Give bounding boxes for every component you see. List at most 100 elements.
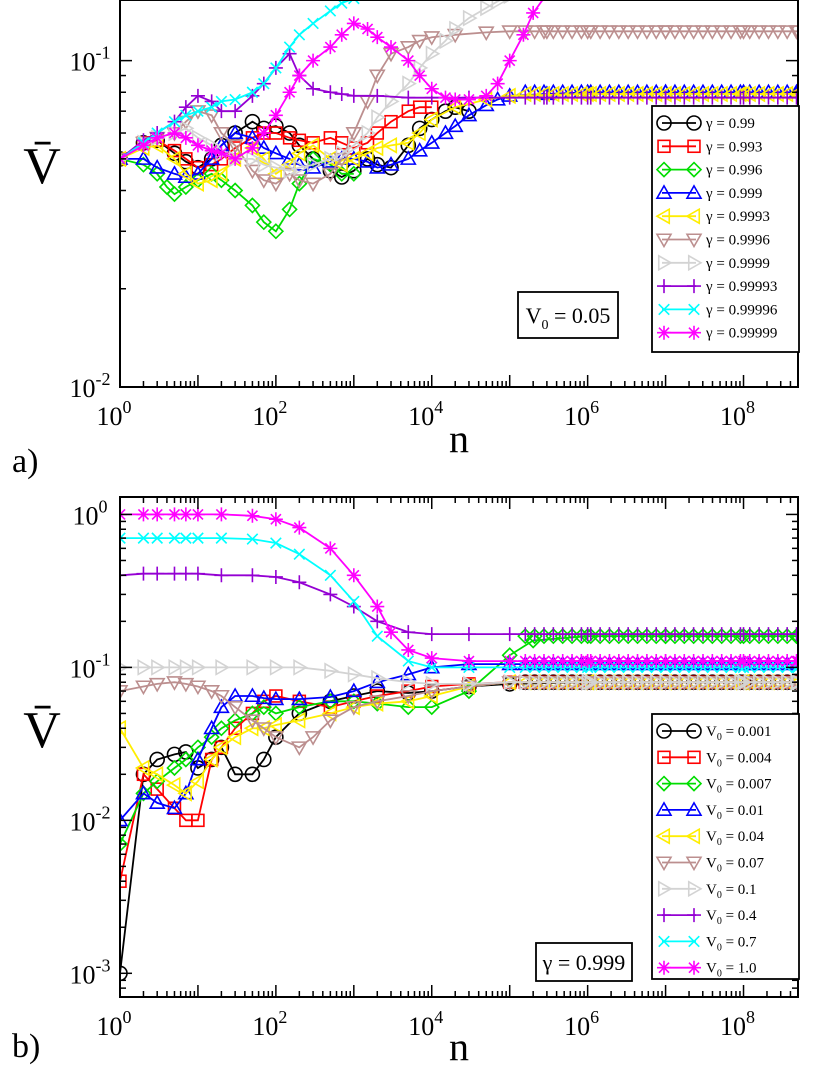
data-point bbox=[733, 654, 748, 669]
data-point bbox=[293, 548, 306, 560]
data-point bbox=[602, 654, 617, 669]
data-point bbox=[638, 25, 656, 40]
data-point bbox=[244, 714, 261, 730]
data-point bbox=[180, 532, 192, 544]
legend-entry: γ = 0.996 bbox=[655, 161, 763, 179]
data-point bbox=[347, 666, 363, 683]
data-point bbox=[179, 659, 195, 676]
data-point bbox=[650, 673, 665, 691]
data-point bbox=[135, 785, 152, 802]
data-point bbox=[165, 776, 181, 794]
data-point bbox=[649, 654, 664, 669]
data-point bbox=[658, 654, 673, 669]
data-point bbox=[537, 673, 553, 691]
data-point bbox=[150, 507, 165, 522]
data-point bbox=[384, 625, 399, 640]
data-point bbox=[167, 126, 182, 141]
data-point bbox=[401, 90, 416, 105]
data-point bbox=[215, 532, 228, 544]
legend-marker bbox=[658, 303, 670, 316]
data-point bbox=[345, 698, 360, 716]
data-point bbox=[401, 625, 416, 640]
data-point bbox=[120, 811, 129, 827]
data-point bbox=[226, 124, 244, 140]
data-point bbox=[743, 673, 759, 691]
data-point bbox=[151, 659, 166, 676]
legend-label: γ = 0.99993 bbox=[705, 279, 777, 295]
data-point bbox=[255, 689, 273, 705]
legend-marker bbox=[657, 139, 671, 154]
data-point bbox=[268, 569, 283, 584]
data-point bbox=[603, 673, 619, 691]
data-point bbox=[244, 766, 261, 783]
data-point bbox=[554, 25, 572, 40]
y-axis-label: V̄ bbox=[23, 702, 61, 759]
data-point bbox=[446, 117, 464, 133]
data-point bbox=[270, 537, 282, 549]
series-line bbox=[120, 513, 798, 662]
data-point bbox=[555, 654, 570, 669]
legend-marker bbox=[655, 827, 671, 845]
legend-label: γ = 0.9993 bbox=[705, 209, 770, 225]
legend-entry: γ = 0.99 bbox=[656, 115, 755, 132]
x-tick-label: 108 bbox=[720, 397, 755, 431]
data-point bbox=[425, 675, 441, 693]
data-point bbox=[477, 26, 495, 42]
y-tick-label: 10-1 bbox=[70, 43, 111, 77]
data-point bbox=[306, 81, 321, 96]
data-point bbox=[203, 171, 218, 189]
data-point bbox=[166, 165, 183, 180]
data-point bbox=[213, 698, 230, 714]
data-point bbox=[788, 25, 798, 40]
data-point bbox=[686, 654, 701, 669]
data-point bbox=[347, 136, 363, 154]
legend-marker bbox=[687, 325, 701, 340]
data-point bbox=[190, 88, 205, 103]
data-point bbox=[705, 654, 720, 669]
data-point bbox=[269, 659, 285, 676]
series-9 bbox=[120, 532, 798, 674]
data-point bbox=[166, 185, 183, 203]
data-point bbox=[371, 669, 386, 687]
data-point bbox=[425, 661, 438, 674]
data-point bbox=[135, 784, 152, 800]
data-point bbox=[460, 106, 478, 122]
series-9 bbox=[120, 0, 360, 165]
data-point bbox=[703, 25, 721, 40]
data-point bbox=[762, 673, 778, 691]
data-point bbox=[502, 53, 517, 68]
data-point bbox=[203, 109, 221, 124]
x-tick-label: 106 bbox=[564, 397, 599, 431]
data-point bbox=[346, 568, 361, 583]
data-point bbox=[659, 673, 675, 691]
data-point bbox=[685, 25, 703, 40]
data-point bbox=[203, 751, 218, 768]
data-point bbox=[178, 100, 193, 115]
x-axis-label: n bbox=[449, 1024, 469, 1069]
x-tick-label: 100 bbox=[97, 1007, 132, 1041]
legend-marker bbox=[685, 801, 703, 816]
data-point bbox=[244, 197, 261, 214]
data-point bbox=[423, 685, 441, 700]
data-point bbox=[324, 5, 337, 17]
data-point bbox=[706, 673, 721, 691]
data-point bbox=[732, 25, 749, 40]
data-point bbox=[423, 134, 441, 149]
legend-marker bbox=[686, 723, 702, 739]
legend-label: γ = 0.993 bbox=[705, 139, 762, 155]
data-point bbox=[136, 566, 151, 581]
data-point bbox=[168, 532, 181, 544]
data-point bbox=[178, 130, 193, 145]
legend-label: γ = 0.99 bbox=[705, 116, 755, 132]
data-point bbox=[528, 673, 544, 691]
data-point bbox=[290, 690, 308, 706]
data-point bbox=[346, 88, 361, 103]
data-point bbox=[752, 654, 767, 669]
data-point bbox=[368, 159, 386, 174]
legend-marker bbox=[685, 207, 701, 225]
legend-marker bbox=[655, 233, 673, 249]
data-point bbox=[370, 30, 385, 45]
data-point bbox=[190, 507, 205, 522]
